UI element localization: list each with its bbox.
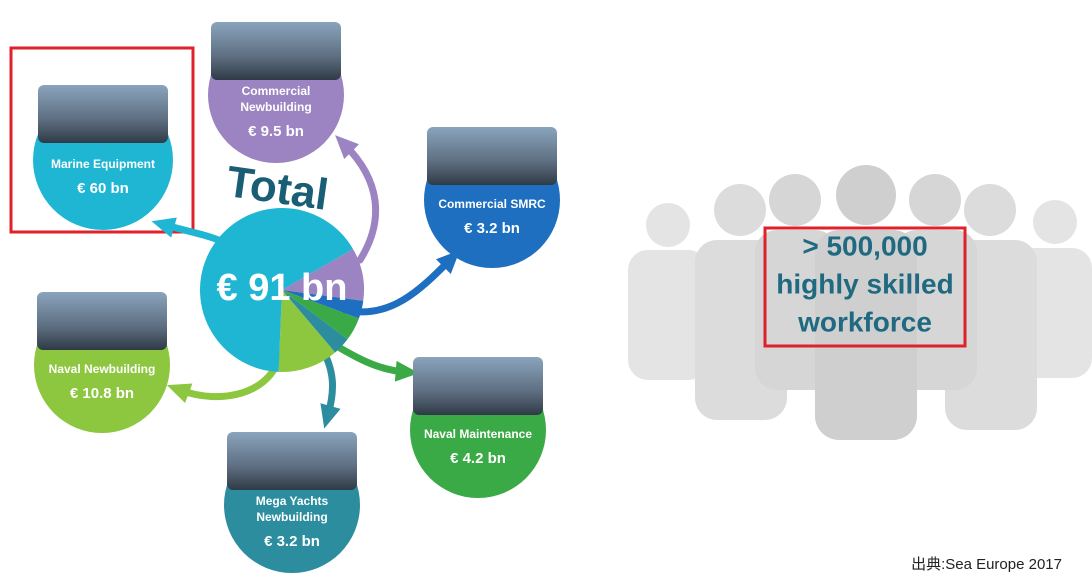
source: 出典:Sea Europe 2017 [911, 556, 1062, 573]
node-label: Newbuilding [240, 100, 311, 114]
arrowhead [394, 360, 419, 382]
node-label: Mega Yachts [256, 494, 329, 508]
pie-slice [282, 290, 348, 353]
node-value: € 3.2 bn [264, 533, 320, 550]
total-value: € 91 bn [217, 267, 348, 309]
pie-slice [278, 290, 336, 373]
node-photo [38, 85, 168, 143]
node-value: € 10.8 bn [70, 385, 134, 402]
node-photo [427, 127, 557, 185]
node-photo [37, 292, 167, 350]
node-label: Naval Maintenance [424, 427, 532, 441]
arrowhead [320, 403, 341, 429]
pie-slice [282, 249, 364, 301]
node-value: € 9.5 bn [248, 123, 304, 140]
node-value: € 60 bn [77, 180, 129, 197]
node-label: Marine Equipment [51, 157, 155, 171]
pie-slice [199, 207, 354, 372]
arrowhead [151, 217, 177, 238]
arrow [341, 141, 380, 264]
arrowhead [166, 383, 193, 404]
workforce-text: highly skilled [776, 268, 953, 299]
node-photo [227, 432, 357, 490]
arrowhead [335, 135, 359, 159]
node-photo [211, 22, 341, 80]
node-value: € 3.2 bn [464, 220, 520, 237]
total-label: Total [224, 157, 332, 220]
people-silhouettes [628, 165, 1092, 440]
node-label: Newbuilding [256, 510, 327, 524]
workforce-text: workforce [797, 306, 932, 337]
highlight-box [763, 226, 967, 348]
pie-slice [282, 290, 364, 319]
workforce-text: > 500,000 [802, 230, 927, 261]
node-label: Naval Newbuilding [49, 362, 156, 376]
node-label: Commercial SMRC [438, 197, 546, 211]
highlight-box [9, 46, 195, 234]
node-label: Commercial [242, 84, 311, 98]
node-value: € 4.2 bn [450, 450, 506, 467]
node-photo [413, 357, 543, 415]
arrow [331, 341, 409, 376]
pie-slice [282, 290, 359, 340]
